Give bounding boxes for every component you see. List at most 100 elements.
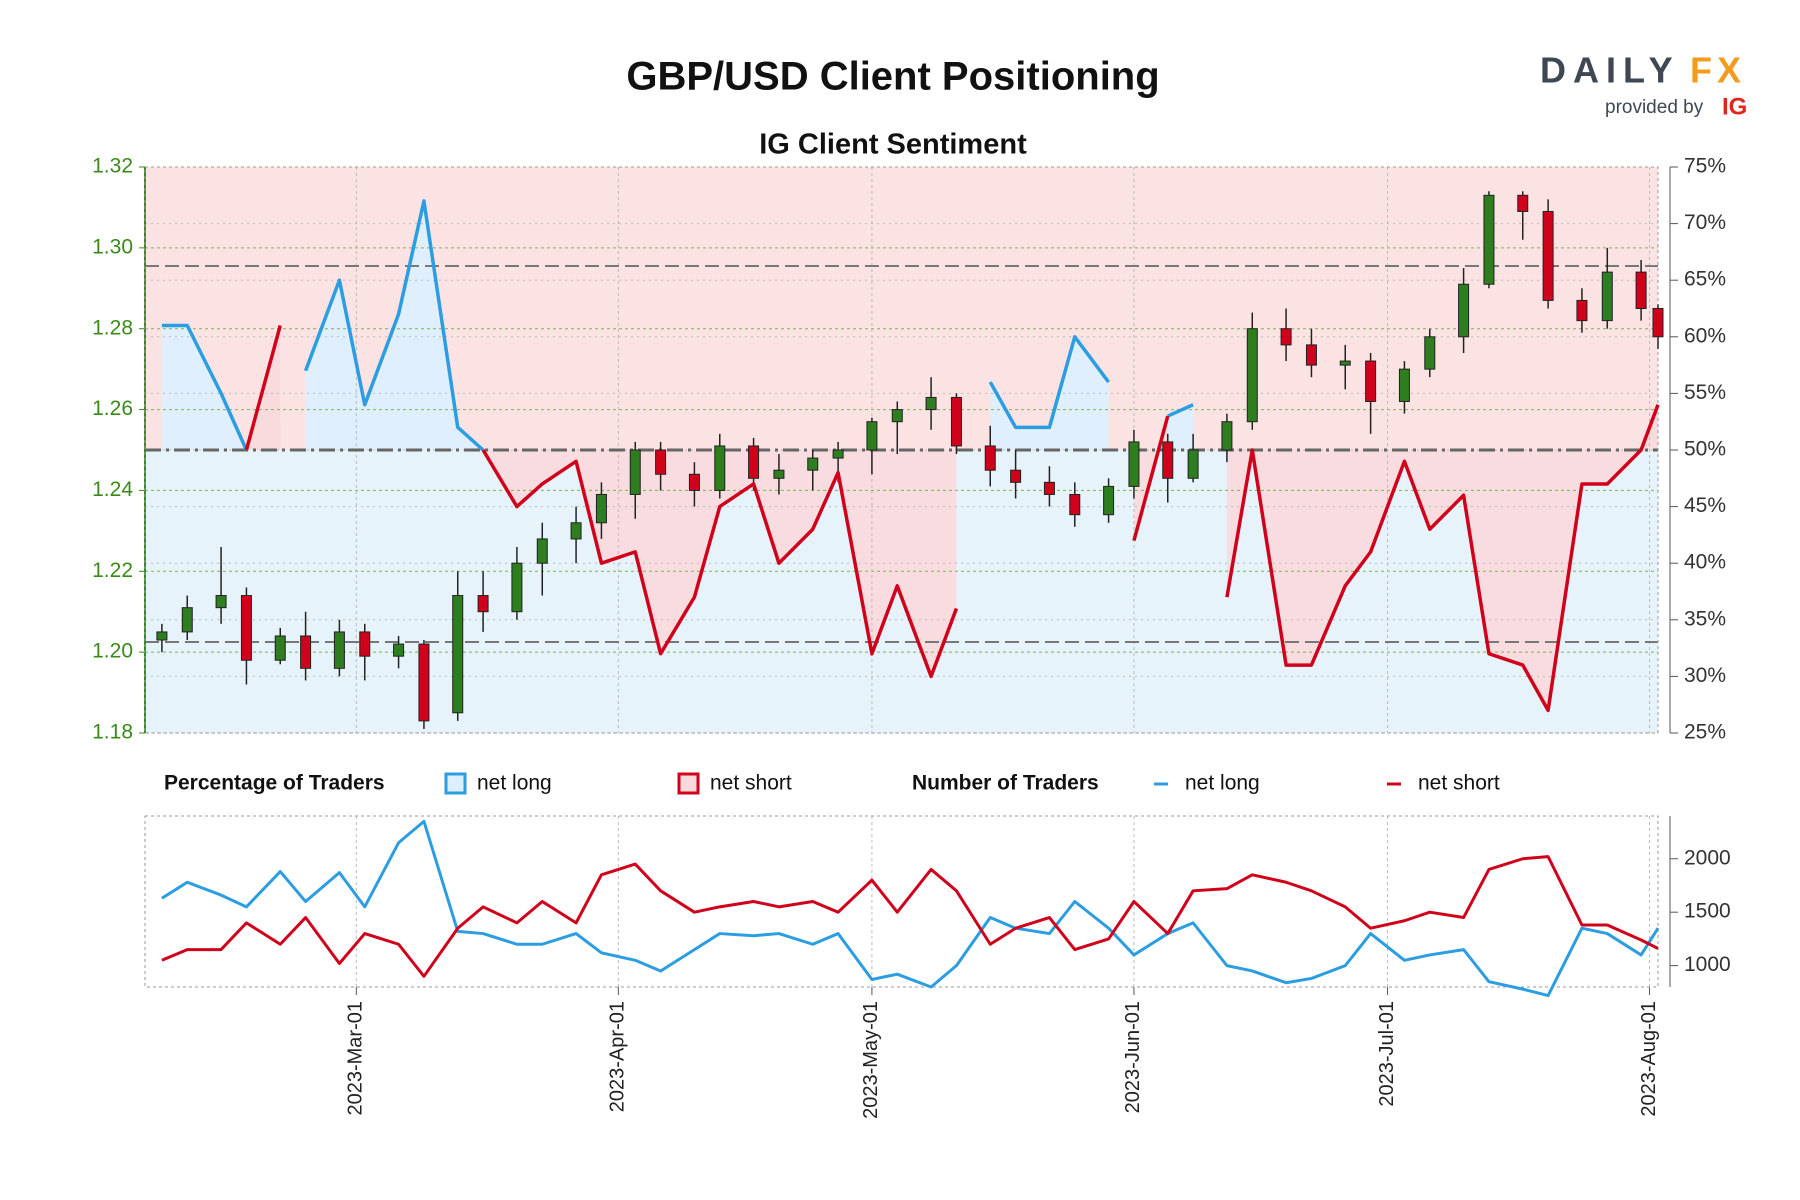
candle-body [1576,299,1588,322]
candle-body [1128,441,1140,487]
candle-body [832,449,844,459]
chart-subtitle: IG Client Sentiment [759,129,1027,161]
x-tick-label: 2023-Mar-01 [345,1001,367,1116]
candle-body [393,643,405,657]
plot-border [144,815,1659,988]
y-tick-label: 1500 [1684,900,1731,923]
x-tick-label: 2023-Jul-01 [1376,1001,1398,1107]
candle-body [240,595,252,661]
y2-tick-label: 75% [1684,155,1726,178]
candle-body [688,473,700,491]
candle-body [1280,328,1292,346]
candle-body [536,538,548,564]
legend-title: Number of Traders [912,772,1099,795]
candle-body [748,445,760,479]
legend-swatch [677,772,700,795]
logo-brand: FX [1690,50,1746,91]
traders-line [161,855,1659,978]
logo: DAILY FX provided by IG [1540,50,1747,121]
y2-tick-label: 35% [1684,607,1726,630]
legend-label: net long [477,772,552,795]
y-tick-label: 1.20 [92,640,133,663]
y2-tick-label: 55% [1684,381,1726,404]
logo-ig: IG [1722,93,1747,120]
area-fill [1226,404,1658,711]
legend-swatch [444,772,467,795]
y2-tick-label: 25% [1684,721,1726,744]
x-tick-label: 2023-Apr-01 [607,1001,629,1112]
y2-tick-label: 65% [1684,268,1726,291]
candle-body [891,409,903,423]
y2-tick-label: 45% [1684,494,1726,517]
chart-title: GBP/USD Client Positioning [626,55,1159,99]
candle-body [1305,344,1317,366]
candle-body [714,445,726,491]
y-tick-label: 1.22 [92,559,133,582]
candle-body [1069,493,1081,516]
candle-body [1365,360,1377,402]
candle-body [1483,194,1495,285]
legend-label: net short [710,772,792,795]
y-tick-label: 1.32 [92,155,133,178]
candle-body [773,469,785,479]
y-tick-label: 2000 [1684,846,1731,869]
candle-body [925,396,937,411]
candle-body [595,493,607,524]
y2-tick-label: 60% [1684,324,1726,347]
candle-body [950,396,962,447]
candle-body [181,607,193,633]
candle-body [477,595,489,613]
legend-title: Percentage of Traders [164,772,385,795]
candle-body [1187,449,1199,479]
y2-tick-label: 50% [1684,438,1726,461]
x-tick-label: 2023-Aug-01 [1638,1001,1660,1117]
legend: Percentage of Traders net long net short… [164,772,1500,795]
sentiment-line [244,325,1660,713]
candle-body [1339,360,1351,366]
y-tick-label: 1.18 [92,721,133,744]
candle-body [1398,368,1410,402]
candle-body [418,643,430,722]
candle-body [1458,283,1470,338]
traders-line [161,819,1660,998]
candle-body [333,631,345,669]
y-tick-label: 1.26 [92,397,133,420]
candle-body [1652,308,1664,338]
candle-body [1162,441,1174,479]
candle-body [274,635,286,661]
candle-body [570,522,582,540]
candle-body [156,631,168,641]
legend-label: net short [1418,772,1500,795]
candle-body [866,421,878,451]
candle-body [984,445,996,471]
logo-brand: DAILY [1540,50,1680,91]
candle-body [452,595,464,714]
candle-body [215,595,227,609]
area-fill [990,336,1109,450]
area-fill [161,325,247,450]
candle-body [1601,271,1613,322]
candle-body [1043,481,1055,495]
y-tick-label: 1.30 [92,235,133,258]
legend-label: net long [1185,772,1260,795]
y2-tick-label: 70% [1684,211,1726,234]
candle-body [359,631,371,657]
y2-tick-label: 30% [1684,664,1726,687]
candle-body [629,449,641,495]
y-tick-label: 1.24 [92,478,133,501]
area-fill [1167,404,1194,450]
candle-body [655,449,667,475]
candle-body [1010,469,1022,483]
candle-body [1542,210,1554,301]
x-tick-label: 2023-May-01 [860,1001,882,1119]
plot-border [144,166,1659,734]
candle-body [1221,421,1233,451]
y-tick-label: 1.28 [92,316,133,339]
y2-tick-label: 40% [1684,551,1726,574]
logo-provided: provided by [1605,97,1704,118]
candle-body [1635,271,1647,310]
x-tick-label: 2023-Jun-01 [1122,1001,1144,1113]
candle-body [300,635,312,669]
